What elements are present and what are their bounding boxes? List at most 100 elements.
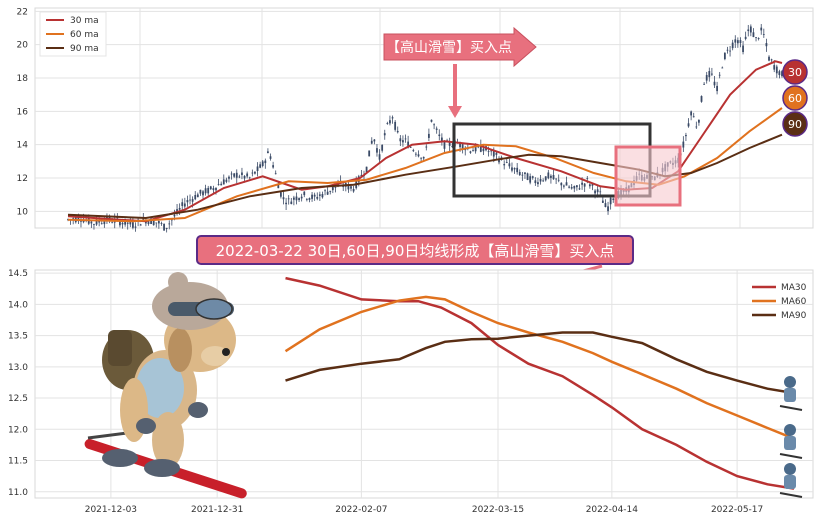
ma-x-tick-label: 2022-04-14 xyxy=(586,505,639,515)
price-candle-body xyxy=(394,121,397,130)
price-candle-body xyxy=(191,199,194,202)
price-candle-body xyxy=(178,207,181,210)
price-y-tick-label: 22 xyxy=(17,7,28,17)
price-candle-body xyxy=(300,196,303,199)
price-candle-body xyxy=(490,150,493,152)
ma-y-tick-label: 14.0 xyxy=(8,300,28,310)
price-candle-body xyxy=(80,220,82,222)
price-candle-body xyxy=(212,188,215,191)
price-candle-body xyxy=(399,138,402,142)
ma-legend: MA30 MA60 MA90 xyxy=(752,283,807,321)
price-candle-body xyxy=(768,56,770,61)
legend-ma90-label: MA90 xyxy=(781,311,807,321)
price-ma90-line xyxy=(67,133,783,220)
ma-x-tick-label: 2022-05-17 xyxy=(711,505,763,515)
price-candle-body xyxy=(716,85,718,92)
price-candle-body xyxy=(280,192,282,197)
price-candle-body xyxy=(267,151,269,154)
price-candle-body xyxy=(531,176,534,178)
ma90-badge-label: 90 xyxy=(788,118,802,131)
price-candle-body xyxy=(313,194,316,197)
ma-lines xyxy=(284,276,795,490)
ma-x-ticks: 2021-12-03 2021-12-31 2022-02-07 2022-03-15… xyxy=(85,505,764,515)
price-candle-body xyxy=(781,71,783,77)
price-candle-body xyxy=(521,174,524,176)
price-candle-body xyxy=(119,220,121,226)
price-candle-body xyxy=(495,152,498,155)
price-candle-body xyxy=(573,186,576,189)
price-candle-body xyxy=(596,189,599,193)
price-candle-body xyxy=(469,151,472,153)
price-candle-body xyxy=(111,222,114,224)
price-candle-body xyxy=(100,223,103,225)
price-candle-body xyxy=(451,146,454,148)
price-candle-body xyxy=(427,133,430,138)
price-y-tick-label: 18 xyxy=(17,74,29,84)
ma-series-ma90 xyxy=(285,331,795,395)
price-candle-body xyxy=(326,191,329,195)
price-candle-body xyxy=(98,220,101,223)
price-candle-body xyxy=(228,176,230,179)
price-candle-body xyxy=(129,220,132,225)
price-candle-body xyxy=(305,198,308,200)
price-candle-body xyxy=(248,177,251,179)
price-candle-body xyxy=(222,179,225,185)
price-candle-body xyxy=(303,191,306,196)
price-candle-body xyxy=(157,221,160,224)
price-candle-body xyxy=(544,176,547,181)
price-candle-body xyxy=(565,182,568,186)
price-candle-body xyxy=(93,224,95,226)
price-candle-body xyxy=(238,176,241,178)
price-candle-body xyxy=(160,223,163,224)
price-candle-body xyxy=(721,67,724,69)
price-candle-body xyxy=(700,96,703,102)
ma60-badge xyxy=(782,85,808,111)
price-candle-body xyxy=(703,83,706,85)
price-candle-body xyxy=(472,150,474,152)
price-candle-body xyxy=(233,173,236,177)
price-candle-body xyxy=(186,200,189,203)
price-candle-body xyxy=(448,141,451,146)
price-candle-body xyxy=(443,140,446,149)
price-candle-body xyxy=(407,141,410,148)
price-candle-body xyxy=(609,197,612,205)
ma-x-tick-label: 2022-02-07 xyxy=(335,505,387,515)
price-candle-body xyxy=(155,222,158,224)
price-candle-body xyxy=(685,135,687,137)
price-candle-body xyxy=(601,200,604,203)
price-candle-body xyxy=(744,36,747,39)
price-candle-body xyxy=(770,59,773,61)
legend-30ma-label: 30 ma xyxy=(70,16,99,26)
price-candle-body xyxy=(425,146,428,148)
price-candle-body xyxy=(591,183,594,186)
price-candle-body xyxy=(422,156,425,159)
price-candle-body xyxy=(318,194,321,196)
price-y-ticks: 10 12 14 16 18 20 22 xyxy=(17,7,29,217)
price-candle-body xyxy=(194,195,197,200)
annotation-arrow-shape xyxy=(383,26,537,68)
price-candle-body xyxy=(134,226,137,228)
price-candle-body xyxy=(765,43,768,47)
price-candle-body xyxy=(389,120,391,124)
price-candle-body xyxy=(583,183,586,187)
price-y-tick-label: 12 xyxy=(17,174,28,184)
ma30-badge xyxy=(782,59,808,85)
price-candle-body xyxy=(370,140,373,144)
price-candle-body xyxy=(498,159,500,163)
price-candle-body xyxy=(261,161,264,166)
price-candle-body xyxy=(568,186,570,188)
price-candle-body xyxy=(461,144,464,150)
price-candle-body xyxy=(373,139,376,142)
price-candle-body xyxy=(552,175,555,180)
price-candle-body xyxy=(209,186,212,190)
price-candle-body xyxy=(404,138,407,140)
price-legend: 30 ma 60 ma 90 ma xyxy=(39,11,107,57)
price-candle-body xyxy=(264,160,267,164)
price-candle-body xyxy=(282,197,285,200)
ma-panel: 11.0 11.5 12.0 12.5 13.0 13.5 14.0 14.5 2021-12… xyxy=(8,269,814,515)
price-candle-body xyxy=(142,217,145,221)
price-ma60-line xyxy=(67,107,783,223)
price-candle-body xyxy=(396,130,399,133)
price-candle-body xyxy=(259,164,262,168)
